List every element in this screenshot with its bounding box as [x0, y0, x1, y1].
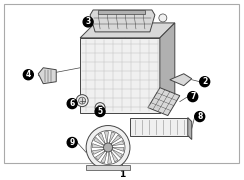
Polygon shape: [188, 118, 192, 140]
Polygon shape: [148, 88, 180, 116]
Polygon shape: [92, 149, 104, 154]
Circle shape: [76, 95, 88, 107]
Bar: [4, 4, 239, 163]
Bar: [80, 38, 160, 113]
Text: 6: 6: [70, 99, 75, 108]
Polygon shape: [112, 147, 124, 151]
Polygon shape: [112, 141, 124, 146]
Text: 5: 5: [98, 107, 103, 116]
Circle shape: [159, 14, 167, 22]
Circle shape: [95, 107, 105, 117]
Polygon shape: [112, 149, 122, 158]
Bar: [130, 118, 188, 136]
Text: 9: 9: [70, 138, 75, 147]
Polygon shape: [111, 135, 121, 144]
Text: 3: 3: [85, 17, 91, 26]
Circle shape: [79, 97, 86, 104]
Circle shape: [95, 103, 105, 113]
Circle shape: [103, 143, 112, 152]
Circle shape: [86, 125, 130, 169]
Polygon shape: [92, 144, 104, 147]
Polygon shape: [90, 10, 155, 32]
Circle shape: [195, 112, 205, 122]
Circle shape: [188, 92, 198, 102]
Text: 8: 8: [197, 112, 203, 121]
Polygon shape: [95, 151, 106, 160]
Polygon shape: [109, 132, 115, 144]
Polygon shape: [111, 151, 118, 162]
Text: 1: 1: [119, 170, 125, 179]
Polygon shape: [160, 23, 175, 113]
Polygon shape: [80, 23, 175, 38]
Bar: [98, 10, 145, 14]
Circle shape: [83, 17, 93, 27]
Polygon shape: [101, 151, 107, 163]
Circle shape: [23, 70, 33, 80]
Polygon shape: [98, 133, 106, 144]
Text: 7: 7: [190, 92, 195, 101]
Circle shape: [67, 138, 77, 147]
Circle shape: [91, 130, 125, 164]
Circle shape: [200, 77, 210, 87]
Polygon shape: [108, 151, 112, 163]
Bar: [86, 165, 130, 170]
Text: 2: 2: [202, 77, 207, 86]
Circle shape: [98, 105, 102, 110]
Polygon shape: [104, 132, 108, 144]
Polygon shape: [38, 68, 56, 84]
Circle shape: [67, 99, 77, 109]
Polygon shape: [170, 74, 192, 86]
Text: 4: 4: [26, 70, 31, 79]
Polygon shape: [94, 137, 104, 146]
